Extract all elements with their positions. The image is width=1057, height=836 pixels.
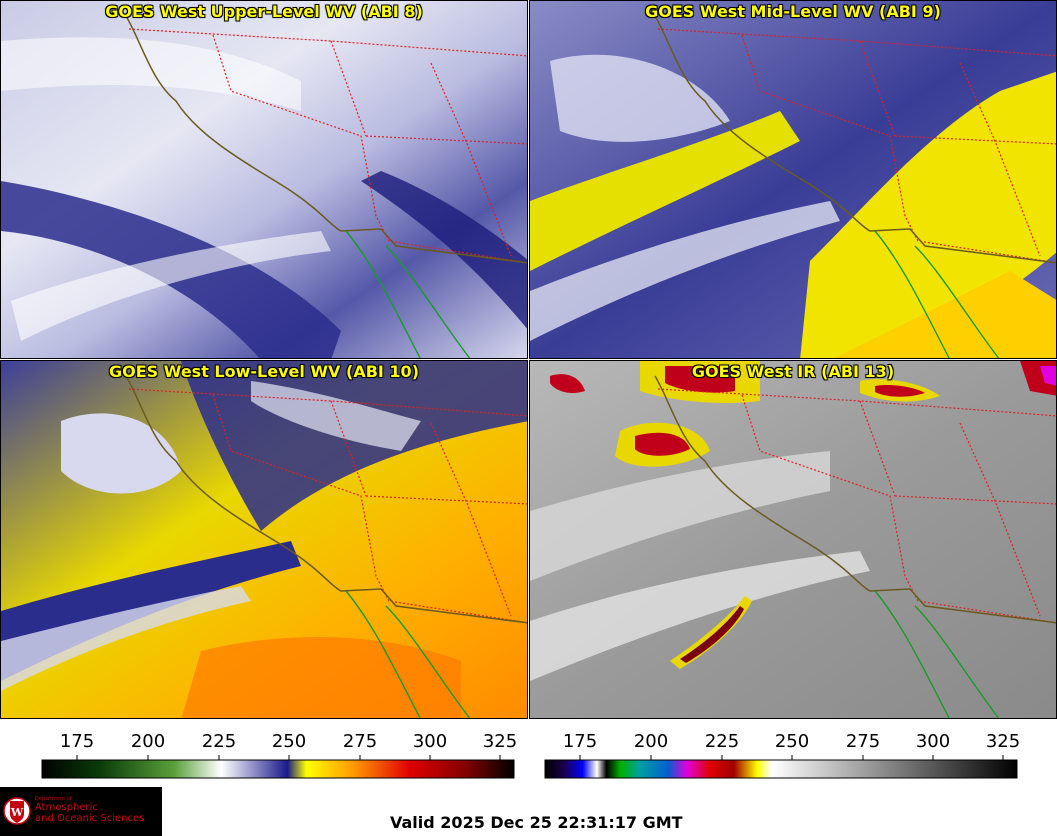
logo-line1: Atmospheric: [35, 802, 98, 813]
uw-crest-icon: W: [3, 797, 31, 825]
wv-tick-label: 175: [60, 731, 94, 752]
wv-tick-label: 200: [131, 731, 165, 752]
wv-colorbar: 175 200 225 250 275 300 325: [40, 725, 517, 780]
wv-tick-label: 250: [272, 731, 306, 752]
wv-colorbar-graphic: 175 200 225 250 275 300 325: [41, 731, 517, 779]
ir-tick-label: 225: [705, 731, 739, 752]
aos-logo: W Department of Atmospheric and Oceanic …: [0, 787, 162, 836]
logo-dept-text: Department of: [35, 796, 72, 802]
mid-level-wv-title: GOES West Mid-Level WV (ABI 9): [645, 2, 941, 21]
low-level-wv-panel: GOES West Low-Level WV (ABI 10): [0, 360, 528, 719]
ir-image: [530, 361, 1056, 718]
ir-colorbar-ticks: [579, 755, 1004, 760]
logo-line2: and Oceanic Sciences: [35, 813, 145, 824]
upper-level-wv-title: GOES West Upper-Level WV (ABI 8): [105, 2, 423, 21]
ir-panel: GOES West IR (ABI 13): [529, 360, 1057, 719]
wv-tick-label: 325: [483, 731, 516, 752]
ir-colorbar-graphic: 175 200 225 250 275 300 325: [544, 731, 1020, 779]
ir-tick-label: 325: [986, 731, 1019, 752]
ir-title: GOES West IR (ABI 13): [691, 362, 895, 381]
ir-colorbar: 175 200 225 250 275 300 325: [543, 725, 1020, 780]
wv-tick-label: 300: [413, 731, 447, 752]
valid-time: Valid 2025 Dec 25 22:31:17 GMT: [390, 813, 683, 832]
mid-level-wv-panel: GOES West Mid-Level WV (ABI 9): [529, 0, 1057, 359]
uw-crest-letter: W: [10, 806, 24, 819]
wv-tick-label: 225: [202, 731, 236, 752]
wv-tick-label: 275: [343, 731, 377, 752]
low-level-wv-image: [1, 361, 527, 718]
mid-level-wv-image: [530, 1, 1056, 358]
ir-tick-label: 250: [775, 731, 809, 752]
ir-tick-label: 175: [563, 731, 597, 752]
ir-tick-label: 300: [916, 731, 950, 752]
low-level-wv-title: GOES West Low-Level WV (ABI 10): [108, 362, 419, 381]
ir-tick-label: 200: [634, 731, 668, 752]
upper-level-wv-image: [1, 1, 527, 358]
upper-level-wv-panel: GOES West Upper-Level WV (ABI 8): [0, 0, 528, 359]
wv-colorbar-ticks: [76, 755, 501, 760]
ir-tick-label: 275: [846, 731, 880, 752]
